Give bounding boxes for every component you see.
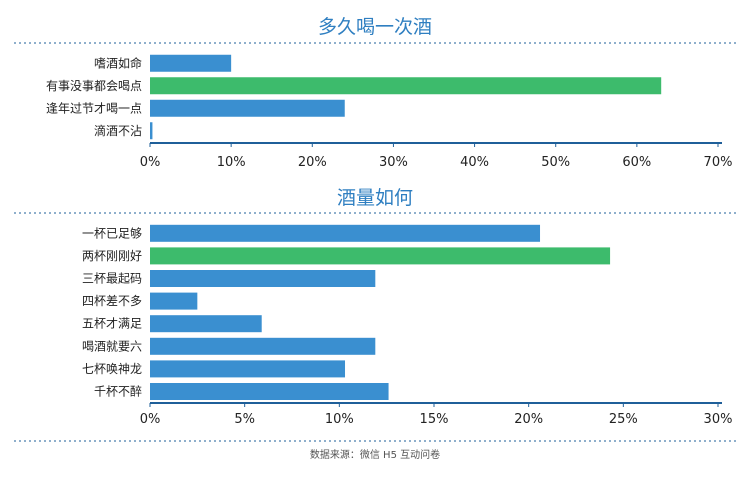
- category-label: 五杯才满足: [82, 317, 142, 331]
- x-tick-label: 20%: [514, 412, 543, 427]
- category-label: 嗜酒如命: [94, 55, 142, 70]
- category-label: 千杯不醉: [94, 384, 142, 399]
- bar-5: [150, 315, 262, 333]
- chart-title: 多久喝一次酒: [318, 16, 432, 38]
- category-label: 三杯最起码: [82, 272, 142, 286]
- bar-8: [150, 383, 389, 400]
- bar-4: [150, 122, 153, 140]
- x-tick-label: 50%: [541, 155, 570, 170]
- x-tick-label: 70%: [704, 155, 733, 170]
- category-label: 有事没事都会喝点: [46, 78, 142, 93]
- bar-3: [150, 270, 376, 287]
- chart-title: 酒量如何: [337, 187, 413, 209]
- data-source-note: 数据来源：微信 H5 互动问卷: [310, 448, 440, 461]
- bar-2: [150, 247, 611, 265]
- x-tick-label: 40%: [460, 155, 489, 170]
- x-tick-label: 0%: [140, 155, 161, 170]
- x-tick-label: 15%: [420, 412, 449, 427]
- x-tick-label: 20%: [298, 155, 327, 170]
- x-tick-label: 30%: [704, 412, 733, 427]
- bar-2: [150, 77, 662, 95]
- category-label: 逢年过节才喝一点: [46, 101, 142, 115]
- x-tick-label: 10%: [325, 412, 354, 427]
- x-tick-label: 0%: [140, 412, 161, 427]
- category-label: 滴酒不沾: [94, 123, 142, 138]
- bar-7: [150, 360, 346, 378]
- category-label: 两杯刚刚好: [82, 249, 142, 263]
- category-label: 四杯差不多: [82, 294, 142, 308]
- category-label: 喝酒就要六: [82, 339, 142, 353]
- category-label: 一杯已足够: [82, 226, 142, 240]
- bar-3: [150, 99, 345, 117]
- bar-6: [150, 337, 376, 355]
- chart-2: 酒量如何一杯已足够两杯刚刚好三杯最起码四杯差不多五杯才满足喝酒就要六七杯唤神龙千…: [14, 187, 736, 427]
- x-tick-label: 60%: [622, 155, 651, 170]
- x-tick-label: 25%: [609, 412, 638, 427]
- bar-4: [150, 292, 198, 310]
- category-label: 七杯唤神龙: [82, 362, 142, 376]
- bar-1: [150, 224, 541, 242]
- bar-1: [150, 54, 232, 72]
- x-tick-label: 10%: [217, 155, 246, 170]
- x-tick-label: 30%: [379, 155, 408, 170]
- x-tick-label: 5%: [234, 412, 255, 427]
